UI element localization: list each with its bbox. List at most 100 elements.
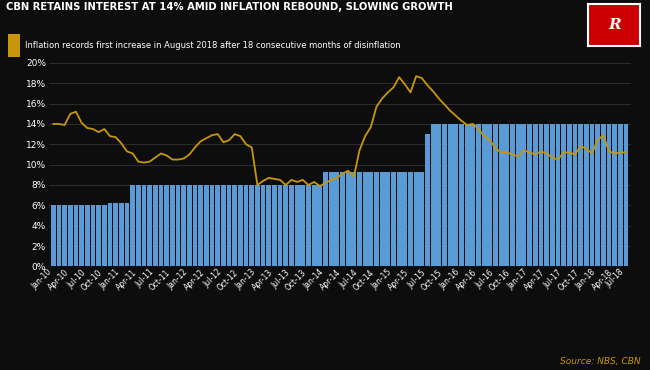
Bar [448,124,452,266]
Bar [476,124,481,266]
Bar [521,124,527,266]
Bar [283,185,288,266]
Bar [210,185,215,266]
Bar [159,185,163,266]
Bar [533,124,538,266]
Bar [584,124,589,266]
Bar [164,185,169,266]
Bar [289,185,294,266]
Bar [176,185,181,266]
Bar [612,124,617,266]
Bar [419,172,424,266]
Bar [215,185,220,266]
Bar [57,205,61,266]
Bar [590,124,594,266]
Bar [493,124,498,266]
Bar [227,185,231,266]
Bar [369,172,373,266]
Bar [153,185,158,266]
Bar [527,124,532,266]
Bar [459,124,464,266]
Bar [623,124,629,266]
Bar [102,205,107,266]
Bar [340,172,345,266]
Bar [352,172,356,266]
Bar [573,124,577,266]
Bar [68,205,73,266]
Bar [108,203,112,266]
Bar [238,185,243,266]
Bar [300,185,306,266]
Bar [391,172,396,266]
Bar [346,172,350,266]
Bar [113,203,118,266]
Bar [130,185,135,266]
Bar [244,185,248,266]
Bar [73,205,79,266]
Bar [306,185,311,266]
Bar [601,124,606,266]
Bar [374,172,379,266]
Bar [261,185,265,266]
Bar [329,172,333,266]
Bar [323,172,328,266]
Bar [272,185,277,266]
Bar [510,124,515,266]
Bar [402,172,408,266]
Bar [192,185,198,266]
Bar [425,134,430,266]
Bar [232,185,237,266]
Bar [380,172,385,266]
Text: R: R [608,18,621,32]
Bar [96,205,101,266]
Bar [396,172,402,266]
Bar [606,124,612,266]
Bar [454,124,458,266]
Bar [544,124,549,266]
Bar [90,205,96,266]
Bar [482,124,487,266]
Bar [278,185,283,266]
Bar [567,124,571,266]
Bar [618,124,623,266]
Bar [471,124,475,266]
Bar [499,124,504,266]
Bar [431,124,436,266]
Bar [136,185,141,266]
Bar [170,185,175,266]
Text: Inflation records first increase in August 2018 after 18 consecutive months of d: Inflation records first increase in Augu… [25,41,400,50]
Bar [204,185,209,266]
Bar [148,185,152,266]
Bar [442,124,447,266]
Bar [408,172,413,266]
Bar [250,185,254,266]
Bar [62,205,67,266]
Bar [142,185,146,266]
Bar [187,185,192,266]
Bar [436,124,441,266]
Bar [125,203,129,266]
Bar [504,124,510,266]
Bar [181,185,186,266]
Bar [79,205,84,266]
Bar [561,124,566,266]
Bar [550,124,554,266]
Bar [363,172,367,266]
Bar [119,203,124,266]
Bar [414,172,419,266]
Bar [317,185,322,266]
Bar [255,185,260,266]
Bar [334,172,339,266]
Bar [357,172,362,266]
Text: Source: NBS, CBN: Source: NBS, CBN [560,357,640,366]
Bar [198,185,203,266]
Bar [595,124,600,266]
Bar [221,185,226,266]
Bar [385,172,390,266]
Bar [516,124,521,266]
Bar [538,124,543,266]
Text: CBN RETAINS INTEREST AT 14% AMID INFLATION REBOUND, SLOWING GROWTH: CBN RETAINS INTEREST AT 14% AMID INFLATI… [6,2,453,12]
Bar [294,185,300,266]
Bar [488,124,492,266]
Bar [556,124,560,266]
